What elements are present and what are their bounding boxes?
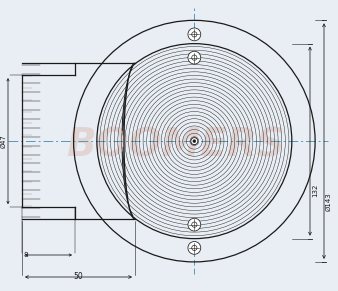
Text: Ø47: Ø47 <box>1 134 7 148</box>
Text: 132: 132 <box>312 183 318 196</box>
Circle shape <box>188 51 201 64</box>
Text: 50: 50 <box>74 272 83 281</box>
Text: 8: 8 <box>24 252 28 258</box>
Circle shape <box>188 242 201 254</box>
Text: Ø143: Ø143 <box>326 192 332 211</box>
Circle shape <box>188 28 201 41</box>
Circle shape <box>193 140 196 143</box>
Circle shape <box>191 138 198 145</box>
Circle shape <box>188 218 201 231</box>
Text: BOOMERS: BOOMERS <box>67 127 285 164</box>
